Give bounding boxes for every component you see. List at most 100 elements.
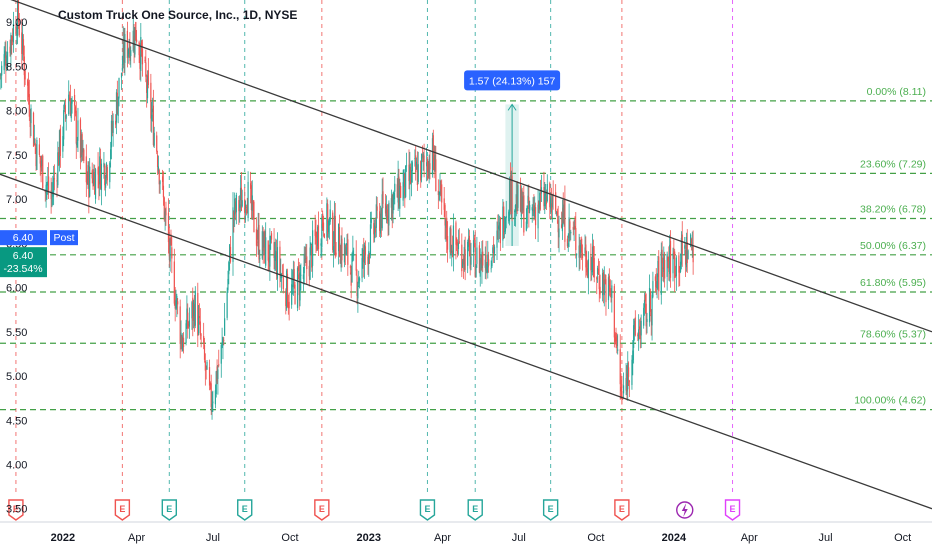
earnings-icon[interactable] <box>467 499 483 521</box>
candle-body <box>338 227 341 257</box>
candle-body <box>498 222 501 231</box>
candle-body <box>356 275 358 296</box>
candle-body <box>73 94 76 106</box>
earnings-icon[interactable] <box>542 499 559 521</box>
candle-body <box>415 155 417 173</box>
candle-body <box>573 228 575 230</box>
candle-body <box>662 267 664 269</box>
candle-body <box>264 231 266 263</box>
x-tick-label: Apr <box>128 532 145 544</box>
candle-body <box>341 238 343 261</box>
candle-body <box>209 382 211 385</box>
y-tick-label: 4.00 <box>6 459 27 471</box>
earnings-badge-label: E <box>424 504 430 514</box>
candle-body <box>427 170 429 179</box>
candle-body <box>251 195 253 211</box>
candle-body <box>75 110 77 144</box>
candle-body <box>350 272 352 286</box>
measure-label-text: 1.57 (24.13%) 157 <box>469 75 556 87</box>
earnings-icon[interactable] <box>161 499 178 521</box>
candle-body <box>327 204 329 234</box>
candle-body <box>74 106 77 114</box>
candle-body <box>457 250 459 255</box>
candle-body <box>146 75 149 99</box>
candle-body <box>415 161 418 170</box>
candle-body <box>660 252 662 295</box>
earnings-icon[interactable] <box>419 499 436 521</box>
candle-body <box>602 272 605 294</box>
candle-body <box>587 259 589 279</box>
candle-body <box>626 373 628 392</box>
fib-level-label: 100.00% (4.62) <box>854 395 926 407</box>
candle-body <box>165 207 167 216</box>
candle-body <box>621 390 623 399</box>
candle-body <box>215 371 217 395</box>
trend-channel-line[interactable] <box>0 173 932 510</box>
candle-body <box>115 92 118 123</box>
earnings-icon[interactable] <box>237 499 253 521</box>
candle-body <box>346 244 348 246</box>
earnings-icon[interactable] <box>114 499 131 521</box>
candle-body <box>499 217 501 244</box>
candle-body <box>121 67 123 71</box>
candle-body <box>429 163 431 170</box>
candle-body <box>63 102 66 110</box>
candle-body <box>287 303 289 307</box>
candle-body <box>126 30 128 59</box>
candle-body <box>485 254 487 271</box>
candle-body <box>574 226 576 230</box>
candle-body <box>562 207 564 224</box>
candle-body <box>182 342 184 352</box>
candle-body <box>123 42 125 63</box>
candle-body <box>141 48 144 65</box>
candle-body <box>116 92 118 114</box>
candle-body <box>493 244 495 254</box>
candle-body <box>238 200 240 212</box>
candle-body <box>602 273 604 296</box>
candle-body <box>222 338 224 346</box>
candle-body <box>605 279 607 303</box>
earnings-icon[interactable] <box>314 499 330 521</box>
candle-body <box>275 250 277 259</box>
candle-body <box>240 187 242 211</box>
candle-body <box>62 136 64 152</box>
candle-body <box>36 140 38 170</box>
candle-body <box>86 178 88 184</box>
candle-body <box>669 240 672 278</box>
earnings-icon[interactable] <box>614 499 630 521</box>
candle-body <box>610 294 612 296</box>
x-tick-label: Jul <box>206 532 220 544</box>
earnings-icon[interactable] <box>724 499 741 521</box>
candle-body <box>153 132 155 146</box>
candle-body <box>657 260 659 278</box>
candle-body <box>18 24 20 36</box>
earnings-icon[interactable] <box>8 499 24 521</box>
candle-body <box>472 240 475 253</box>
trend-channel-line[interactable] <box>0 0 932 333</box>
candle-body <box>329 209 331 222</box>
candle-body <box>496 230 498 248</box>
candle-body <box>534 208 536 217</box>
candle-body <box>28 94 30 117</box>
candle-body <box>545 192 547 196</box>
candle-body <box>648 287 651 323</box>
candle-body <box>291 284 293 305</box>
candle-body <box>59 128 61 157</box>
candle-body <box>474 243 476 278</box>
candle-body <box>533 205 535 213</box>
x-tick-label: Jul <box>819 532 833 544</box>
candle-body <box>317 226 319 246</box>
candle-body <box>643 307 645 326</box>
candle-body <box>211 403 213 412</box>
candle-body <box>432 135 434 161</box>
candle-body <box>21 32 23 55</box>
candle-body <box>403 169 405 187</box>
candle-body <box>138 42 140 56</box>
candle-body <box>385 205 387 218</box>
candle-body <box>118 78 120 99</box>
x-axis-band <box>0 522 932 550</box>
candle-body <box>569 221 571 229</box>
candle-body <box>355 254 357 271</box>
candle-body <box>279 246 281 275</box>
